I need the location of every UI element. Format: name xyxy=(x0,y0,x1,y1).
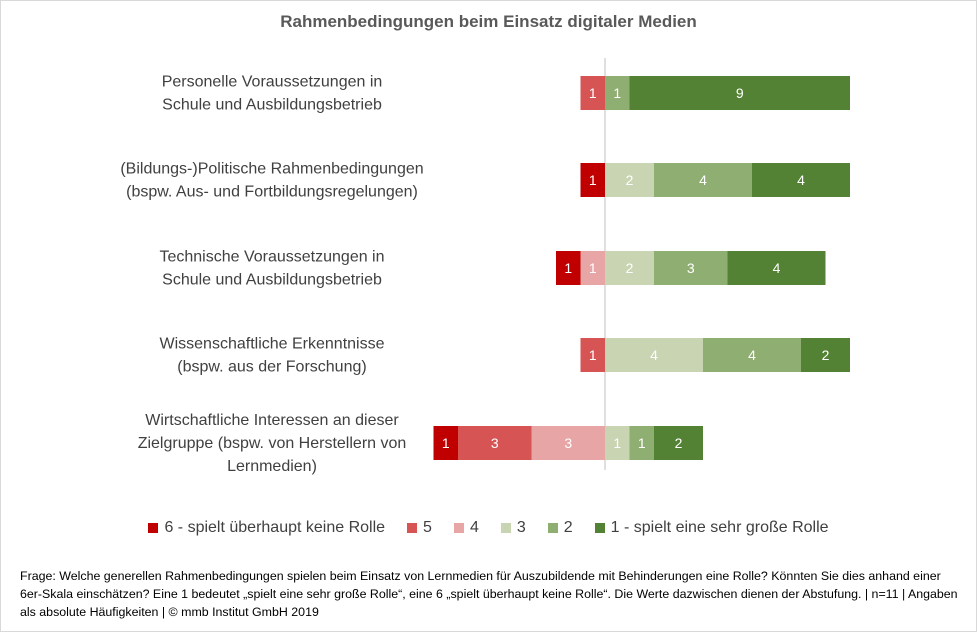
bar-value-label: 1 xyxy=(589,172,597,188)
bar-value-label: 9 xyxy=(736,85,744,101)
bar-segment xyxy=(605,76,630,110)
bar-segment xyxy=(654,251,728,285)
bar-value-label: 1 xyxy=(638,435,646,451)
bar-value-label: 4 xyxy=(650,347,658,363)
bar-value-label: 2 xyxy=(675,435,683,451)
bar-segment xyxy=(433,426,458,460)
bar-value-label: 3 xyxy=(491,435,499,451)
legend-swatch xyxy=(148,523,159,533)
chart-title: Rahmenbedingungen beim Einsatz digitaler… xyxy=(280,12,697,31)
category-label: Wirtschaftliche Interessen an dieser Ziel… xyxy=(138,412,407,475)
bar-value-label: 4 xyxy=(699,172,707,188)
bar-value-label: 2 xyxy=(626,260,634,276)
bar-segment xyxy=(605,426,630,460)
bar-segment xyxy=(458,426,532,460)
legend-label: 2 xyxy=(563,519,573,536)
chart-plot: Personelle Voraussetzungen in Schule und … xyxy=(120,58,850,475)
bar-segment xyxy=(531,426,605,460)
bar-value-label: 2 xyxy=(822,347,830,363)
category-label: Personelle Voraussetzungen in Schule und … xyxy=(162,74,383,114)
legend-label: 6 - spielt überhaupt keine Rolle xyxy=(164,519,386,536)
bar-segment xyxy=(605,338,703,372)
bar-segment xyxy=(629,76,850,110)
bar-segment xyxy=(580,163,605,197)
bar-segment xyxy=(654,426,703,460)
bar-value-label: 1 xyxy=(589,85,597,101)
bar-value-label: 4 xyxy=(748,347,756,363)
bar-segment xyxy=(752,163,850,197)
bar-value-label: 1 xyxy=(613,85,621,101)
bar-segment xyxy=(605,163,654,197)
legend-swatch xyxy=(547,523,558,533)
chart-legend: 6 - spielt überhaupt keine Rolle 5 4 3 2 1 - … xyxy=(0,519,977,537)
bar-value-label: 1 xyxy=(613,435,621,451)
category-label: (Bildungs-)Politische Rahmenbedingungen(… xyxy=(120,161,423,201)
bar-value-label: 4 xyxy=(773,260,781,276)
bar-segment xyxy=(580,76,605,110)
bar-segment xyxy=(727,251,826,285)
legend-label: 3 xyxy=(516,519,526,536)
bar-value-label: 1 xyxy=(564,260,572,276)
legend-label: 1 - spielt eine sehr große Rolle xyxy=(610,519,829,536)
bar-segment xyxy=(556,251,581,285)
legend-item: 6 - spielt überhaupt keine Rolle xyxy=(148,519,385,537)
bar-segment xyxy=(801,338,850,372)
bar-value-label: 1 xyxy=(589,347,597,363)
legend-item: 4 xyxy=(453,519,479,537)
bar-segment xyxy=(654,163,752,197)
legend-item: 3 xyxy=(500,519,526,537)
legend-item: 2 xyxy=(547,519,573,537)
bar-value-label: 1 xyxy=(589,260,597,276)
bar-value-label: 4 xyxy=(797,172,805,188)
legend-swatch xyxy=(594,523,605,533)
bar-value-label: 1 xyxy=(442,435,450,451)
bar-value-label: 2 xyxy=(626,172,634,188)
legend-label: 5 xyxy=(423,519,432,536)
category-label: Wissenschaftliche Erkenntnisse (bspw. aus… xyxy=(160,336,385,376)
legend-swatch xyxy=(407,523,418,533)
bar-segment xyxy=(629,426,654,460)
legend-item: 5 xyxy=(407,519,432,537)
bar-value-label: 3 xyxy=(687,260,695,276)
footnote: Frage: Welche generellen Rahmenbedingung… xyxy=(20,569,958,619)
bar-value-label: 3 xyxy=(564,435,572,451)
bar-segment xyxy=(580,338,605,372)
category-label: Technische Voraussetzungen in Schule und … xyxy=(159,249,384,289)
bar-segment xyxy=(605,251,654,285)
legend-label: 4 xyxy=(469,519,479,536)
bar-segment xyxy=(580,251,605,285)
legend-swatch xyxy=(500,523,511,533)
legend-swatch xyxy=(453,523,464,533)
legend-item: 1 - spielt eine sehr große Rolle xyxy=(594,519,829,537)
bar-segment xyxy=(703,338,801,372)
